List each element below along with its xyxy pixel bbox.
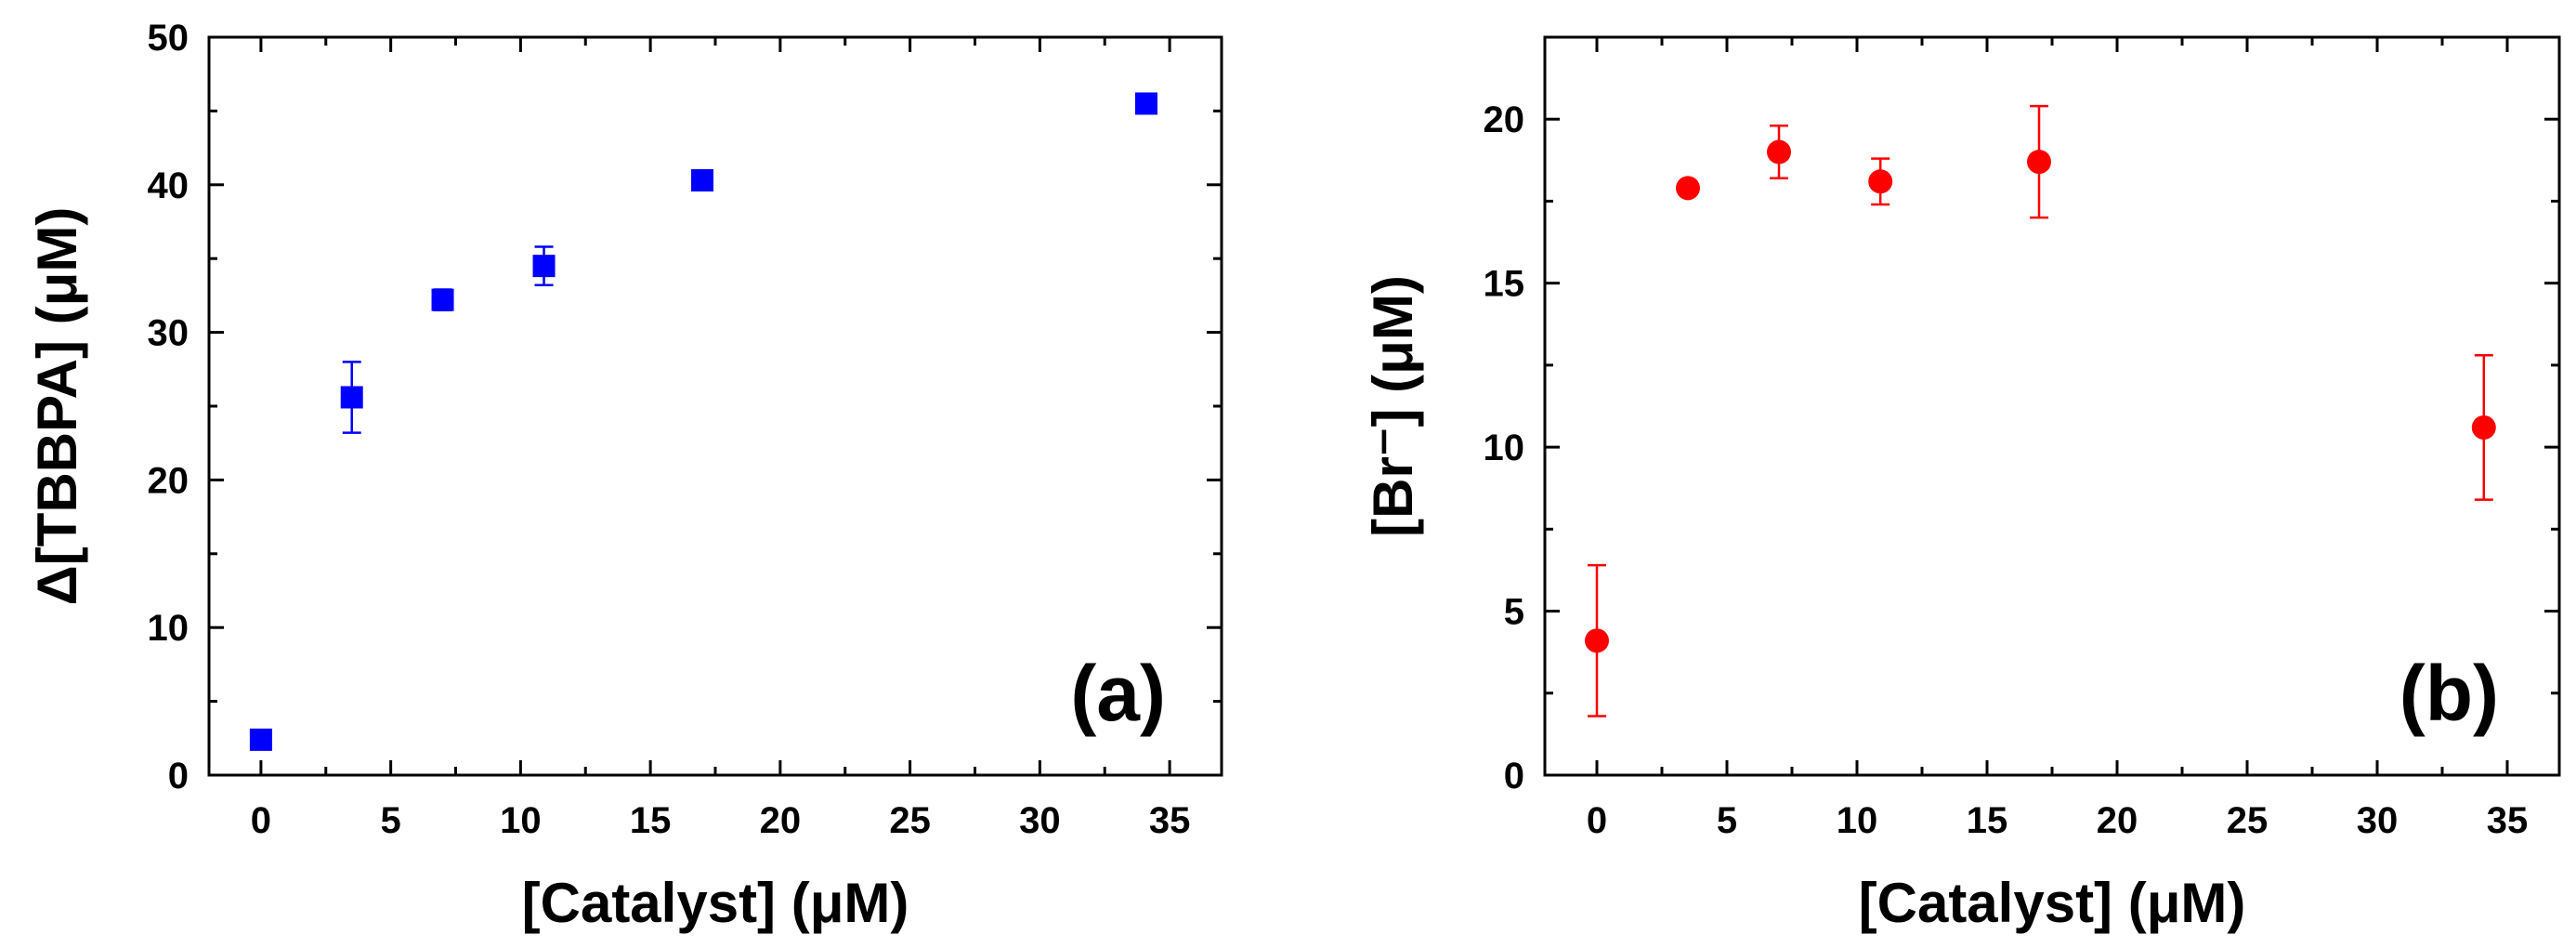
- panel-b-data-point: [1676, 176, 1700, 201]
- panel-a-chart: 0 5 10 15 20 25 30 35 0 10 20 30 40 50 [Catalyst] (μM)…: [26, 18, 1223, 934]
- panel-a-x-tick-label: 20: [760, 800, 802, 841]
- panel-b-x-tick-label: 20: [2097, 800, 2138, 841]
- panel-b-x-tick-label: 30: [2357, 800, 2399, 841]
- panel-b-x-tick-label: 25: [2227, 800, 2269, 841]
- panel-b-data-point: [1585, 628, 1609, 653]
- panel-b-data-point: [2027, 150, 2051, 175]
- panel-b-x-tick-label: 35: [2487, 800, 2529, 841]
- panel-a-x-tick-label: 5: [381, 800, 401, 841]
- panel-b-y-tick-label: 10: [1484, 428, 1525, 468]
- panel-b-x-axis-title: [Catalyst] (μM): [1859, 872, 2246, 934]
- panel-a-y-tick-label: 0: [168, 756, 189, 797]
- panel-a-data-point: [249, 728, 272, 751]
- panel-b-x-tick-label: 5: [1717, 800, 1737, 841]
- panel-a-y-tick-label: 50: [148, 18, 190, 59]
- panel-b-x-tick-label: 10: [1837, 800, 1878, 841]
- panel-b-y-axis-title: [Br⁻] (μM): [1362, 275, 1424, 537]
- panel-a-x-tick-label: 10: [500, 800, 542, 841]
- panel-a-x-tick-label: 0: [251, 800, 271, 841]
- panel-b-data-point: [1767, 139, 1791, 165]
- panel-a-data-point: [340, 386, 363, 409]
- panel-b-label: (b): [2399, 650, 2499, 737]
- panel-b-y-tick-label: 5: [1504, 592, 1524, 633]
- panel-a-x-tick-label: 15: [630, 800, 672, 841]
- panel-a-y-tick-label: 30: [148, 313, 190, 354]
- panel-b-x-tick-label: 15: [1967, 800, 2008, 841]
- panel-a-x-tick-label: 35: [1149, 800, 1191, 841]
- panel-a-label: (a): [1070, 650, 1166, 737]
- panel-a-y-tick-label: 40: [148, 165, 190, 206]
- panel-b-data-point: [2471, 415, 2496, 440]
- panel-b-x-tick-label: 0: [1587, 800, 1607, 841]
- panel-a-y-tick-label: 20: [148, 460, 190, 501]
- panel-a-x-tick-label: 30: [1019, 800, 1061, 841]
- panel-a-y-tick-label: 10: [148, 608, 190, 649]
- panel-a-data-point: [532, 255, 556, 278]
- panel-a-y-axis-title: Δ[TBBPA] (μM): [26, 207, 88, 606]
- panel-b-y-tick-label: 20: [1484, 99, 1525, 140]
- panel-a-x-axis-title: [Catalyst] (μM): [522, 872, 909, 934]
- panel-a-data-point: [1134, 92, 1157, 115]
- panel-a-data-point: [691, 169, 714, 192]
- panel-a-x-tick-label: 25: [889, 800, 931, 841]
- panel-a-data-point: [431, 288, 454, 311]
- panel-b-y-tick-label: 0: [1504, 756, 1524, 797]
- panel-b-data-point: [1868, 169, 1893, 194]
- panel-b-y-tick-label: 15: [1484, 264, 1525, 305]
- panel-b-chart: 0 5 10 15 20 25 30 35 0 5 10 15 20 [Catalyst] (μM) [Br…: [1362, 35, 2561, 934]
